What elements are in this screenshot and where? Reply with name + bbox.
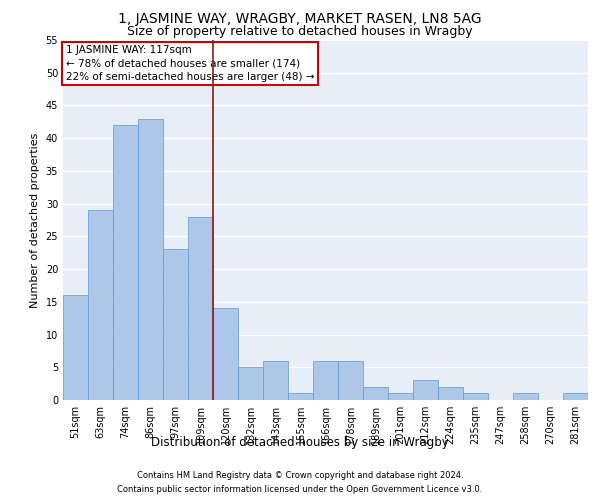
- Y-axis label: Number of detached properties: Number of detached properties: [30, 132, 40, 308]
- Bar: [213, 308, 238, 400]
- Bar: [363, 387, 388, 400]
- Bar: [113, 125, 138, 400]
- Text: Distribution of detached houses by size in Wragby: Distribution of detached houses by size …: [151, 436, 449, 449]
- Bar: [413, 380, 438, 400]
- Text: Contains HM Land Registry data © Crown copyright and database right 2024.: Contains HM Land Registry data © Crown c…: [137, 472, 463, 480]
- Bar: [63, 296, 88, 400]
- Bar: [313, 360, 338, 400]
- Text: 1 JASMINE WAY: 117sqm
← 78% of detached houses are smaller (174)
22% of semi-det: 1 JASMINE WAY: 117sqm ← 78% of detached …: [65, 46, 314, 82]
- Bar: [188, 216, 213, 400]
- Bar: [513, 394, 538, 400]
- Text: Size of property relative to detached houses in Wragby: Size of property relative to detached ho…: [127, 25, 473, 38]
- Text: Contains public sector information licensed under the Open Government Licence v3: Contains public sector information licen…: [118, 484, 482, 494]
- Bar: [138, 118, 163, 400]
- Bar: [563, 394, 588, 400]
- Bar: [438, 387, 463, 400]
- Bar: [388, 394, 413, 400]
- Bar: [88, 210, 113, 400]
- Text: 1, JASMINE WAY, WRAGBY, MARKET RASEN, LN8 5AG: 1, JASMINE WAY, WRAGBY, MARKET RASEN, LN…: [118, 12, 482, 26]
- Bar: [463, 394, 488, 400]
- Bar: [263, 360, 288, 400]
- Bar: [338, 360, 363, 400]
- Bar: [288, 394, 313, 400]
- Bar: [238, 368, 263, 400]
- Bar: [163, 250, 188, 400]
